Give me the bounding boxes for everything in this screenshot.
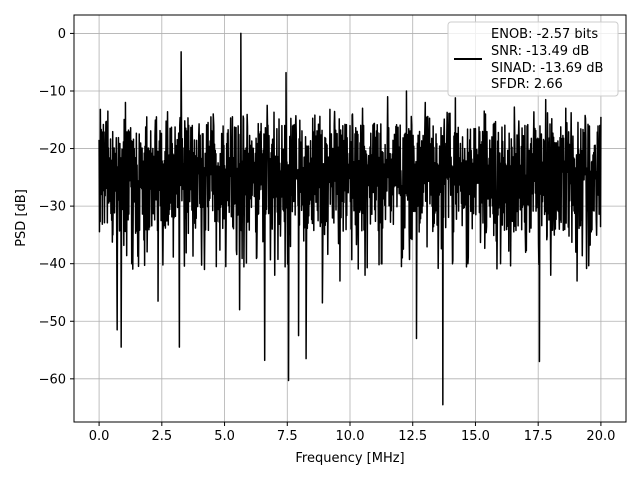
x-tick-label: 0.0 — [89, 429, 110, 444]
legend-line-snr: SNR: -13.49 dB — [491, 44, 589, 59]
y-tick-label: −20 — [39, 142, 66, 157]
x-tick-label: 7.5 — [277, 429, 298, 444]
y-tick-label: −50 — [39, 315, 66, 330]
legend: ENOB: -2.57 bits SNR: -13.49 dB SINAD: -… — [447, 21, 619, 97]
legend-line-sinad: SINAD: -13.69 dB — [491, 61, 603, 76]
x-axis-label: Frequency [MHz] — [295, 451, 404, 466]
x-tick-label: 12.5 — [398, 429, 427, 444]
x-tick-label: 20.0 — [586, 429, 615, 444]
legend-line-enob: ENOB: -2.57 bits — [491, 27, 598, 42]
y-tick-label: −40 — [39, 257, 66, 272]
legend-box — [447, 21, 619, 97]
x-tick-label: 10.0 — [336, 429, 365, 444]
x-tick-label: 2.5 — [151, 429, 172, 444]
legend-line-sfdr: SFDR: 2.66 — [491, 77, 563, 92]
series-layer — [98, 32, 602, 406]
tick-layer: 0.0 2.5 5.0 7.5 10.0 12.5 15.0 17.5 20.0 0 −10 −20 −… — [39, 27, 616, 444]
x-tick-label: 5.0 — [214, 429, 235, 444]
y-tick-label: 0 — [58, 27, 66, 42]
y-tick-label: −10 — [39, 84, 66, 99]
y-axis-label: PSD [dB] — [14, 189, 29, 247]
x-tick-label: 17.5 — [524, 429, 553, 444]
y-tick-label: −60 — [39, 372, 66, 387]
y-tick-label: −30 — [39, 200, 66, 215]
x-tick-label: 15.0 — [461, 429, 490, 444]
psd-series-line — [98, 32, 602, 406]
